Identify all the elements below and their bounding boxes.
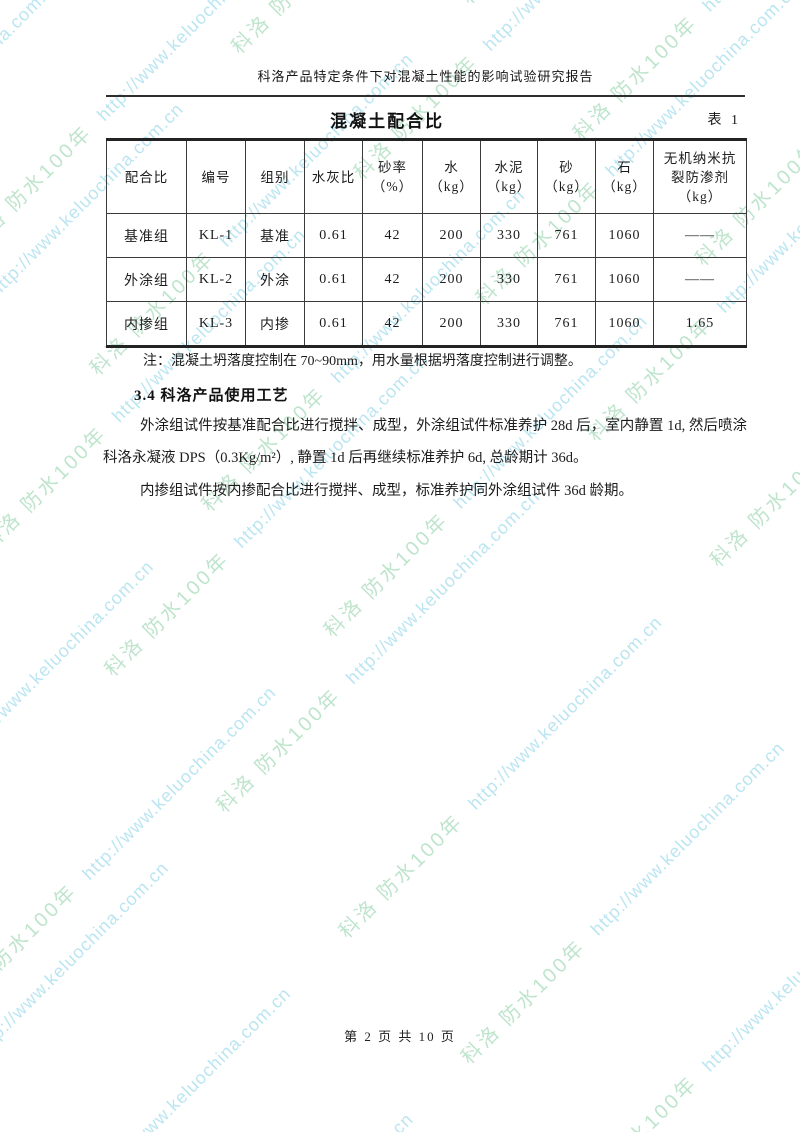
table-cell: 330	[480, 301, 538, 347]
table-title: 混凝土配合比	[330, 112, 445, 131]
paragraph-internal-mix: 内掺组试件按内掺配合比进行搅拌、成型，标准养护同外涂组试件 36d 龄期。	[140, 483, 633, 499]
table-cell: 内掺组	[106, 301, 187, 347]
table-head: 配合比 编号 组别 水灰比 砂率 （%）水 （kg） 水泥 （kg）砂 （kg）石 （kg…	[106, 139, 747, 214]
table-cell: 1060	[595, 301, 654, 347]
table-header-cell: 无机纳米抗 裂防渗剂 （kg）	[653, 139, 747, 214]
table-cell: 外涂组	[106, 257, 187, 302]
table-cell: 基准	[245, 213, 305, 258]
table-cell: 0.61	[304, 257, 363, 302]
table-note: 注：混凝土坍落度控制在 70~90mm，用水量根据坍落度控制进行调整。	[143, 354, 582, 369]
table-header-cell: 水泥 （kg）	[480, 139, 538, 214]
table-cell: 200	[422, 301, 481, 347]
paragraph-exterior-coating: 外涂组试件按基准配合比进行搅拌、成型，外涂组试件标准养护 28d 后，室内静置 …	[103, 418, 747, 466]
table-cell: 761	[537, 257, 596, 302]
table-row: 外涂组 KL-2 外涂 0.61 42 200 330 761 1060 ——	[106, 257, 747, 302]
table-header-cell: 水 （kg）	[422, 139, 481, 214]
table-header-cell: 水灰比	[304, 139, 363, 214]
table-cell: 1060	[595, 213, 654, 258]
table-cell: 1060	[595, 257, 654, 302]
table-cell: 42	[362, 213, 423, 258]
table-title-row: 混凝土配合比 表 1	[106, 107, 745, 135]
table-cell: 42	[362, 257, 423, 302]
mix-proportion-table: 配合比 编号 组别 水灰比 砂率 （%）水 （kg） 水泥 （kg）砂 （kg）石 （kg…	[106, 138, 747, 348]
table-row: 内掺组 KL-3 内掺 0.61 42 200 330 761 1060 1.65	[106, 301, 747, 347]
table-cell: KL-1	[186, 213, 246, 258]
table-header-cell: 编号	[186, 139, 246, 214]
table-cell: 42	[362, 301, 423, 347]
table-body: 基准组 KL-1 基准 0.61 42 200 330 761 1060 —— 外涂组 KL-2 外涂 0…	[106, 213, 747, 347]
running-header: 科洛产品特定条件下对混凝土性能的影响试验研究报告	[106, 67, 745, 97]
table-cell: 1.65	[653, 301, 747, 347]
table-header-cell: 组别	[245, 139, 305, 214]
table-cell: 基准组	[106, 213, 187, 258]
table-cell: KL-3	[186, 301, 246, 347]
table-header-cell: 砂 （kg）	[537, 139, 596, 214]
table-cell: ——	[653, 213, 747, 258]
table-cell: 0.61	[304, 301, 363, 347]
section-heading: 3.4 科洛产品使用工艺	[134, 388, 289, 404]
table-header-cell: 配合比	[106, 139, 187, 214]
table-number-label: 表 1	[707, 113, 741, 128]
page-footer: 第 2 页 共 10 页	[344, 1029, 456, 1044]
table-cell: KL-2	[186, 257, 246, 302]
table-header-cell: 砂率 （%）	[362, 139, 423, 214]
table-header-row: 配合比 编号 组别 水灰比 砂率 （%）水 （kg） 水泥 （kg）砂 （kg）石 （kg…	[106, 139, 747, 214]
table-cell: 200	[422, 257, 481, 302]
table-cell: 330	[480, 257, 538, 302]
table-cell: 内掺	[245, 301, 305, 347]
table-cell: 200	[422, 213, 481, 258]
running-header-title: 科洛产品特定条件下对混凝土性能的影响试验研究报告	[257, 69, 594, 84]
table-cell: 761	[537, 301, 596, 347]
table-cell: 0.61	[304, 213, 363, 258]
table-header-cell: 石 （kg）	[595, 139, 654, 214]
table-cell: 761	[537, 213, 596, 258]
table-cell: 330	[480, 213, 538, 258]
table-cell: 外涂	[245, 257, 305, 302]
table-cell: ——	[653, 257, 747, 302]
table-row: 基准组 KL-1 基准 0.61 42 200 330 761 1060 ——	[106, 213, 747, 258]
